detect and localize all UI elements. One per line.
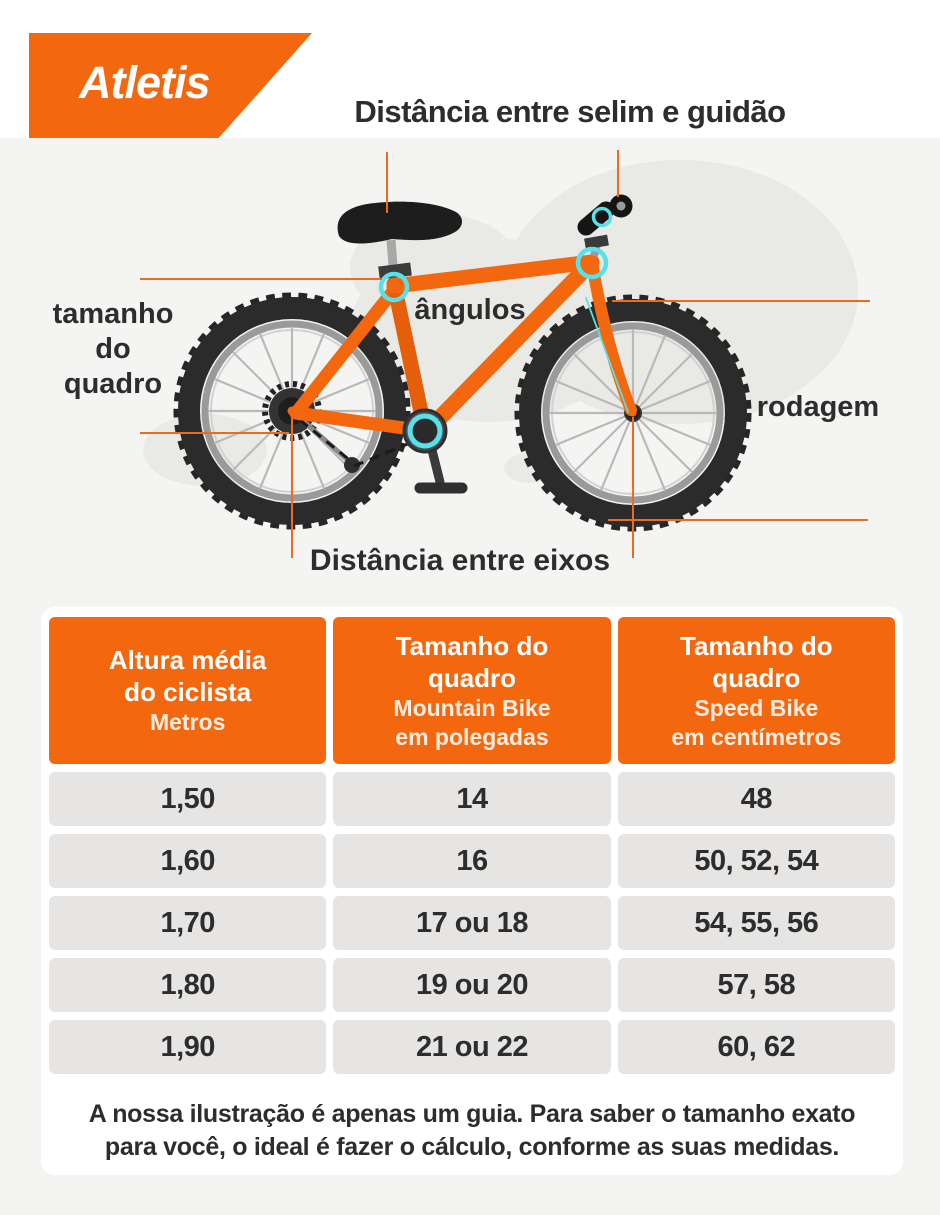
- cell-speed: 54, 55, 56: [617, 896, 895, 950]
- disclaimer-note: A nossa ilustração é apenas um guia. Par…: [88, 1100, 856, 1161]
- header-title-line: quadro: [427, 662, 517, 693]
- cell-mtb: 19 ou 20: [333, 958, 611, 1012]
- size-table: Altura média do ciclista Metros Tamanho …: [49, 617, 895, 1074]
- label-wheel-size: rodagem: [757, 391, 879, 423]
- cell-speed: 57, 58: [617, 958, 895, 1012]
- page-title: Distância entre selim e guidão: [354, 94, 786, 129]
- table-row: 1,70 17 ou 18 54, 55, 56: [49, 896, 895, 950]
- table-row: 1,50 14 48: [49, 772, 895, 826]
- table-row: 1,90 21 ou 22 60, 62: [49, 1020, 895, 1074]
- header-title-line: Tamanho do: [395, 630, 549, 661]
- header-subtitle-line: Metros: [149, 709, 226, 735]
- cell-height: 1,80: [49, 958, 327, 1012]
- header-speed-frame: Tamanho do quadro Speed Bike em centímet…: [617, 617, 895, 764]
- header-subtitle-line: Speed Bike: [694, 694, 819, 721]
- header-title-line: Altura média: [108, 645, 267, 675]
- header-subtitle-line: em centímetros: [671, 723, 842, 750]
- cell-mtb: 17 ou 18: [333, 896, 611, 950]
- cell-speed: 48: [617, 772, 895, 826]
- handlebar: [577, 194, 633, 257]
- angle-highlight-circles: [378, 206, 613, 449]
- header-rider-height: Altura média do ciclista Metros: [49, 617, 327, 764]
- header-subtitle-line: em polegadas: [395, 723, 549, 750]
- bike-diagram: tamanho do quadro ângulos rodagem Distân…: [53, 150, 879, 577]
- measurement-lines: [140, 150, 870, 558]
- saddle: [337, 201, 462, 280]
- cell-mtb: 21 ou 22: [333, 1020, 611, 1074]
- cell-speed: 60, 62: [617, 1020, 895, 1074]
- table-row: 1,80 19 ou 20 57, 58: [49, 958, 895, 1012]
- header-title-line: Tamanho do: [680, 630, 833, 661]
- label-frame-size-line2: do: [95, 333, 130, 365]
- label-frame-size-line3: quadro: [64, 368, 162, 400]
- table-header-row: Altura média do ciclista Metros Tamanho …: [49, 617, 895, 764]
- table-row: 1,60 16 50, 52, 54: [49, 834, 895, 888]
- cell-mtb: 14: [333, 772, 611, 826]
- header-mtb-frame: Tamanho do quadro Mountain Bike em poleg…: [333, 617, 611, 764]
- size-table-card: Altura média do ciclista Metros Tamanho …: [41, 607, 903, 1175]
- header-title-line: do ciclista: [124, 677, 252, 707]
- label-wheelbase: Distância entre eixos: [310, 544, 610, 577]
- cell-speed: 50, 52, 54: [617, 834, 895, 888]
- header-title-line: quadro: [712, 662, 801, 693]
- cell-height: 1,90: [49, 1020, 327, 1074]
- brand-logo: Atletis: [79, 57, 211, 108]
- header-subtitle-line: Mountain Bike: [393, 694, 551, 721]
- cell-height: 1,50: [49, 772, 327, 826]
- label-frame-size-line1: tamanho: [53, 298, 174, 330]
- cell-height: 1,70: [49, 896, 327, 950]
- label-angles: ângulos: [414, 294, 525, 326]
- cell-mtb: 16: [333, 834, 611, 888]
- cell-height: 1,60: [49, 834, 327, 888]
